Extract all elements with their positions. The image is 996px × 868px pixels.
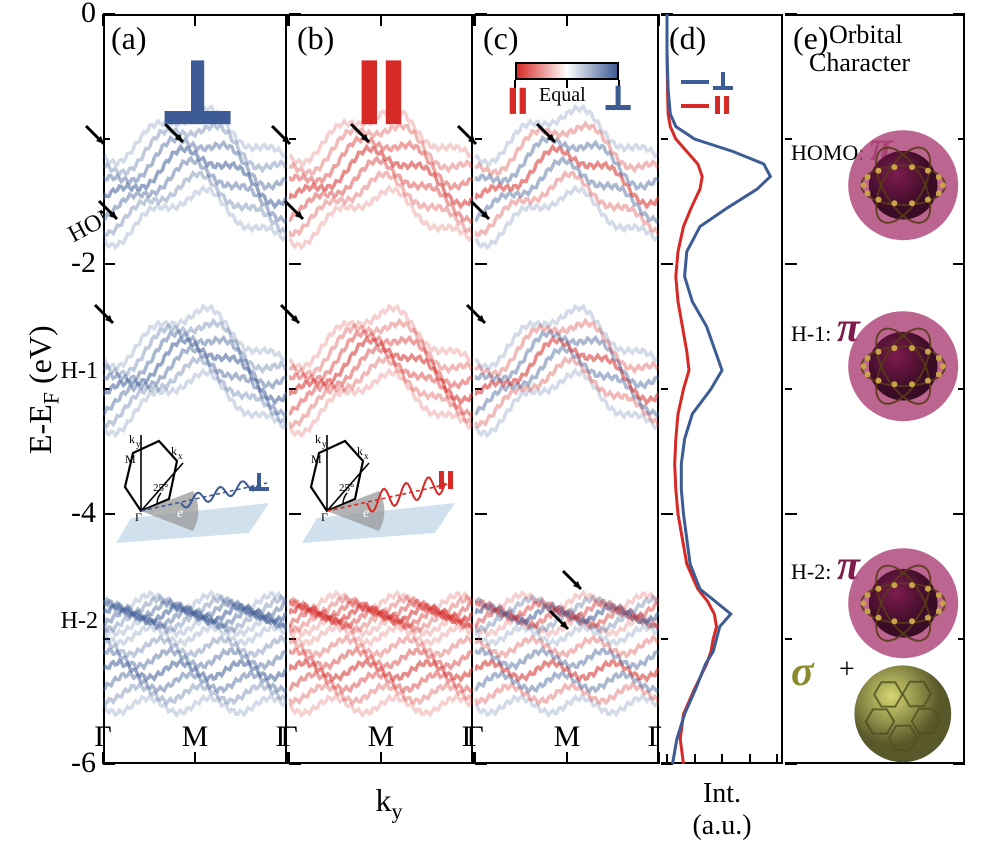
annotation-arrow: [456, 124, 486, 154]
annotation-arrow: [535, 122, 565, 152]
perp-icon: [158, 56, 235, 133]
orbital-entry-label: σ: [791, 648, 814, 696]
annotation-arrow: [93, 303, 123, 333]
svg-text:k: k: [315, 433, 321, 446]
edc-plot: [661, 14, 783, 764]
y-tick-label: -4: [40, 496, 96, 530]
para-icon: [507, 86, 530, 118]
edc-legend: [679, 72, 779, 122]
orbital-title: Orbital: [829, 20, 903, 50]
svg-text:k: k: [171, 444, 177, 458]
annotation-arrow: [84, 124, 114, 154]
svg-text:k: k: [357, 444, 363, 458]
svg-text:y: y: [136, 439, 141, 449]
svg-text:e: e: [177, 506, 183, 521]
pi-orbital-icon: [846, 128, 960, 242]
band-label: H-1: [30, 358, 98, 385]
band-label: H-2: [30, 608, 98, 635]
pi-orbital-icon: [846, 546, 960, 660]
x-axis-label-ky: ky: [329, 782, 449, 824]
figure: E-EF (eV)0-2-4-6HOMOH-1H-2(a)ΓMΓ'(b)ΓMΓ'…: [0, 0, 996, 868]
orbital-title: Character: [809, 48, 910, 78]
svg-text:Γ: Γ: [135, 510, 142, 524]
annotation-arrow: [469, 199, 499, 229]
x-axis-label-int: Int.(a.u.): [655, 778, 789, 842]
svg-text:M: M: [311, 452, 322, 466]
svg-text:25°: 25°: [339, 482, 354, 494]
geometry-inset: kykxMΓe25°: [297, 433, 465, 553]
svg-text:M: M: [125, 452, 136, 466]
perp-icon: [603, 84, 632, 113]
annotation-arrow: [548, 609, 578, 639]
annotation-arrow: [279, 303, 309, 333]
svg-text:x: x: [364, 451, 369, 461]
svg-text:y: y: [322, 439, 327, 449]
dichroism-colorbar: [515, 62, 619, 80]
annotation-arrow: [97, 199, 127, 229]
annotation-arrow: [283, 199, 313, 229]
bands-c: [475, 14, 659, 764]
annotation-arrow: [465, 303, 495, 333]
svg-text:25°: 25°: [153, 482, 168, 494]
sigma-orbital-icon: [850, 661, 956, 767]
colorbar-center-label: Equal: [539, 84, 586, 107]
y-axis-label: E-EF (eV): [22, 325, 64, 454]
para-icon: [355, 56, 410, 133]
svg-text:Γ: Γ: [321, 510, 328, 524]
annotation-arrow: [561, 569, 591, 599]
y-tick-label: -2: [40, 246, 96, 280]
annotation-arrow: [270, 124, 300, 154]
svg-text:k: k: [129, 433, 135, 446]
geometry-inset: kykxMΓe25°: [111, 433, 279, 553]
pi-orbital-icon: [846, 309, 960, 423]
y-tick-label: 0: [40, 0, 96, 30]
svg-text:x: x: [178, 451, 183, 461]
